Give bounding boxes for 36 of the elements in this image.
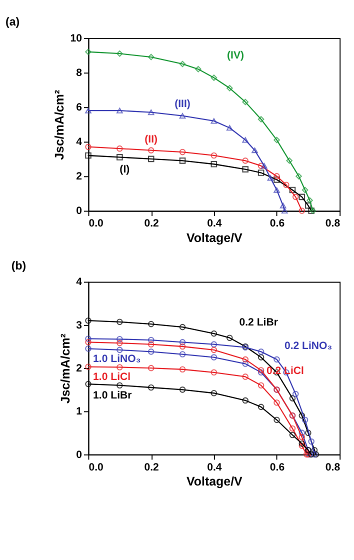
y-axis-title: Jsc/mA/cm²	[58, 334, 72, 404]
x-tick-label: 0.4	[207, 218, 222, 230]
series-label: (IV)	[227, 50, 244, 62]
series-label: 0.2 LiNO₃	[284, 340, 332, 352]
x-tick-label: 0.8	[325, 461, 340, 474]
y-axis-title: Jsc/mA/cm²	[52, 90, 67, 160]
series-label: 1.0 LiBr	[93, 389, 132, 402]
chart-title: (a)	[6, 16, 20, 29]
series-label: 1.0 LiNO₃	[93, 353, 141, 366]
y-tick-label: 10	[70, 32, 82, 44]
x-tick-label: 0.6	[270, 218, 285, 230]
y-tick-label: 6	[76, 101, 82, 114]
series-label: (III)	[174, 98, 190, 110]
y-tick-label: 2	[76, 362, 82, 374]
series-label: 0.2 LiBr	[239, 316, 278, 328]
y-tick-label: 0	[76, 205, 82, 218]
series-label: (II)	[144, 134, 158, 146]
y-tick-label: 2	[76, 170, 82, 183]
y-tick-label: 4	[76, 136, 82, 148]
series-label: 1.0 LiCl	[93, 371, 131, 384]
x-tick-label: 0.0	[88, 461, 104, 474]
y-tick-label: 4	[76, 276, 82, 288]
x-tick-label: 0.8	[325, 218, 340, 230]
x-tick-label: 0.2	[144, 461, 160, 474]
y-tick-label: 3	[76, 319, 82, 332]
x-axis-title: Voltage/V	[186, 474, 244, 489]
chart-title: (b)	[11, 260, 26, 272]
series-label: (I)	[120, 164, 130, 176]
x-tick-label: 0.2	[144, 218, 160, 230]
y-tick-label: 8	[76, 66, 82, 79]
x-axis-title: Voltage/V	[186, 230, 244, 245]
x-tick-label: 0.6	[270, 461, 285, 474]
y-tick-label: 0	[76, 448, 82, 461]
x-tick-label: 0.0	[88, 218, 104, 230]
y-tick-label: 1	[76, 406, 82, 418]
x-tick-label: 0.4	[207, 461, 222, 474]
